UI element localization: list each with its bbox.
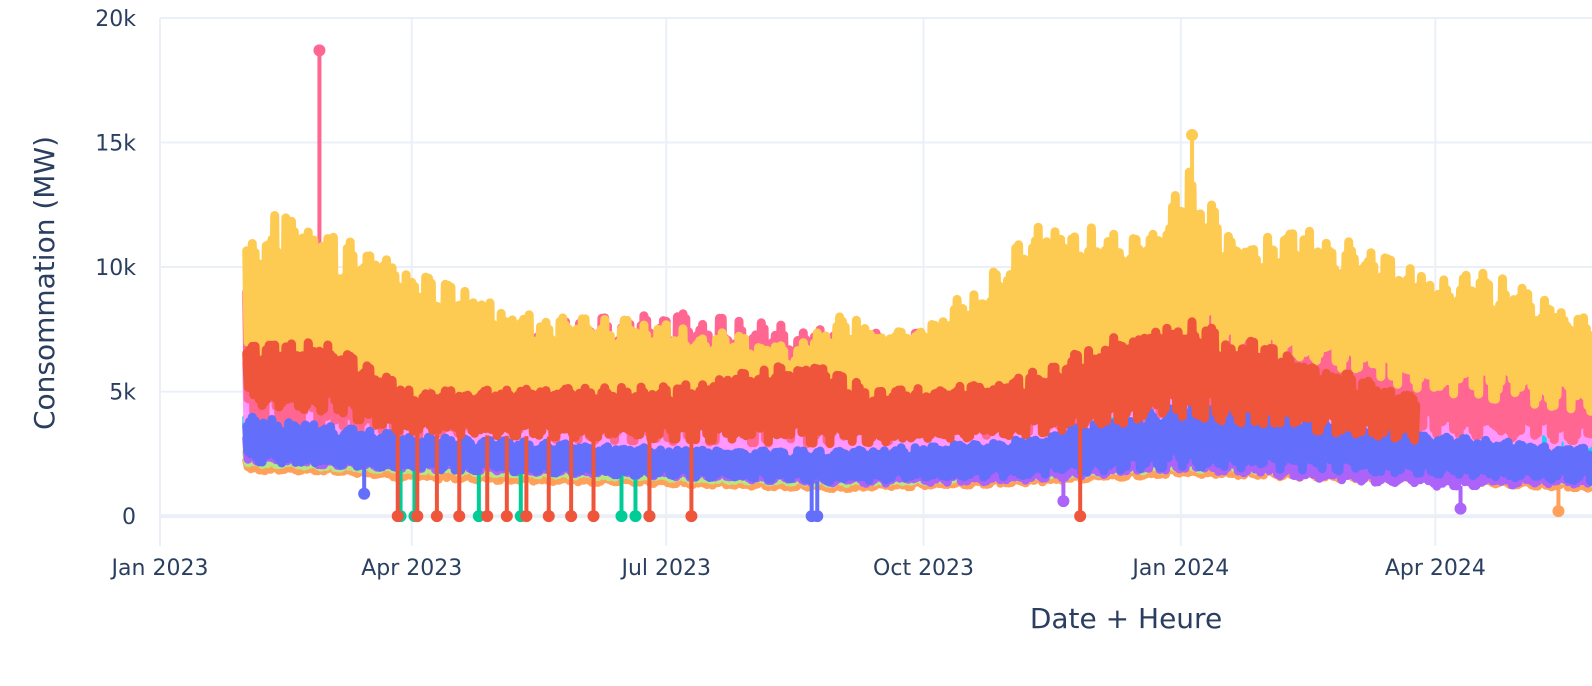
spike-point (542, 510, 555, 523)
series-line (242, 403, 1592, 486)
series-line (242, 317, 1421, 449)
x-tick-label: Oct 2023 (873, 556, 974, 581)
series-trace (242, 317, 1421, 523)
spike-point (472, 510, 485, 523)
spike-point (430, 510, 443, 523)
spike-point (811, 510, 824, 523)
spike-point (587, 510, 600, 523)
spike-point (453, 510, 466, 523)
spike-point (411, 510, 424, 523)
tick-labels: 0 5k 10k 15k 20k Jan 2023 Apr 2023 Jul 2023 Oct … (95, 7, 1486, 581)
series-traces (242, 44, 1592, 523)
spike-point (615, 510, 628, 523)
spike-point (1454, 502, 1467, 515)
spike-point (520, 510, 533, 523)
y-tick-label: 5k (109, 381, 136, 406)
y-tick-label: 20k (95, 7, 136, 32)
spike-point (313, 44, 326, 57)
spike-point (1074, 510, 1087, 523)
series-trace (242, 129, 1592, 428)
x-tick-label: Apr 2024 (1385, 556, 1486, 581)
x-tick-label: Apr 2023 (361, 556, 462, 581)
y-axis-title: Consommation (MW) (28, 136, 61, 430)
spike-point (391, 510, 404, 523)
x-tick-label: Jul 2023 (619, 556, 711, 581)
spike-point (481, 510, 494, 523)
spike-point (685, 510, 698, 523)
spike-point (1186, 129, 1199, 142)
y-tick-label: 15k (95, 132, 136, 157)
spike-point (500, 510, 513, 523)
spike-point (1057, 495, 1070, 508)
y-tick-label: 10k (95, 256, 136, 281)
spike-point (358, 487, 371, 500)
spike-point (629, 510, 642, 523)
x-tick-label: Jan 2024 (1130, 556, 1229, 581)
x-tick-label: Jan 2023 (110, 556, 209, 581)
y-tick-label: 0 (122, 505, 136, 530)
spike-point (565, 510, 578, 523)
spike-point (1552, 505, 1565, 518)
spike-point (643, 510, 656, 523)
series-trace (242, 403, 1592, 523)
x-axis-title: Date + Heure (1030, 602, 1222, 635)
